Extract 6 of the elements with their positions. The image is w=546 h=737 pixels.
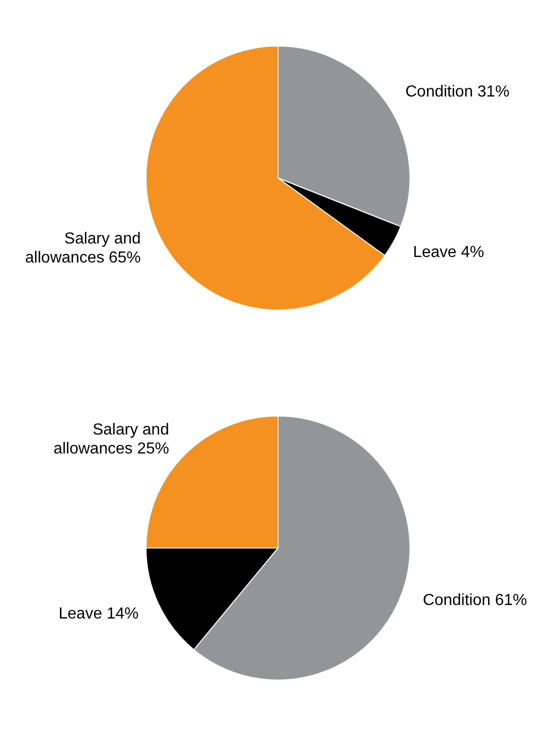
slice-label: Condition 61%: [422, 592, 527, 610]
slice-label: Condition 31%: [405, 83, 510, 100]
slice-label: Salary and allowances 25%: [53, 422, 170, 458]
slice-label: Leave 4%: [412, 244, 484, 262]
slice-label: Leave 14%: [58, 606, 139, 623]
slice-label: Salary and allowances 65%: [25, 230, 141, 266]
